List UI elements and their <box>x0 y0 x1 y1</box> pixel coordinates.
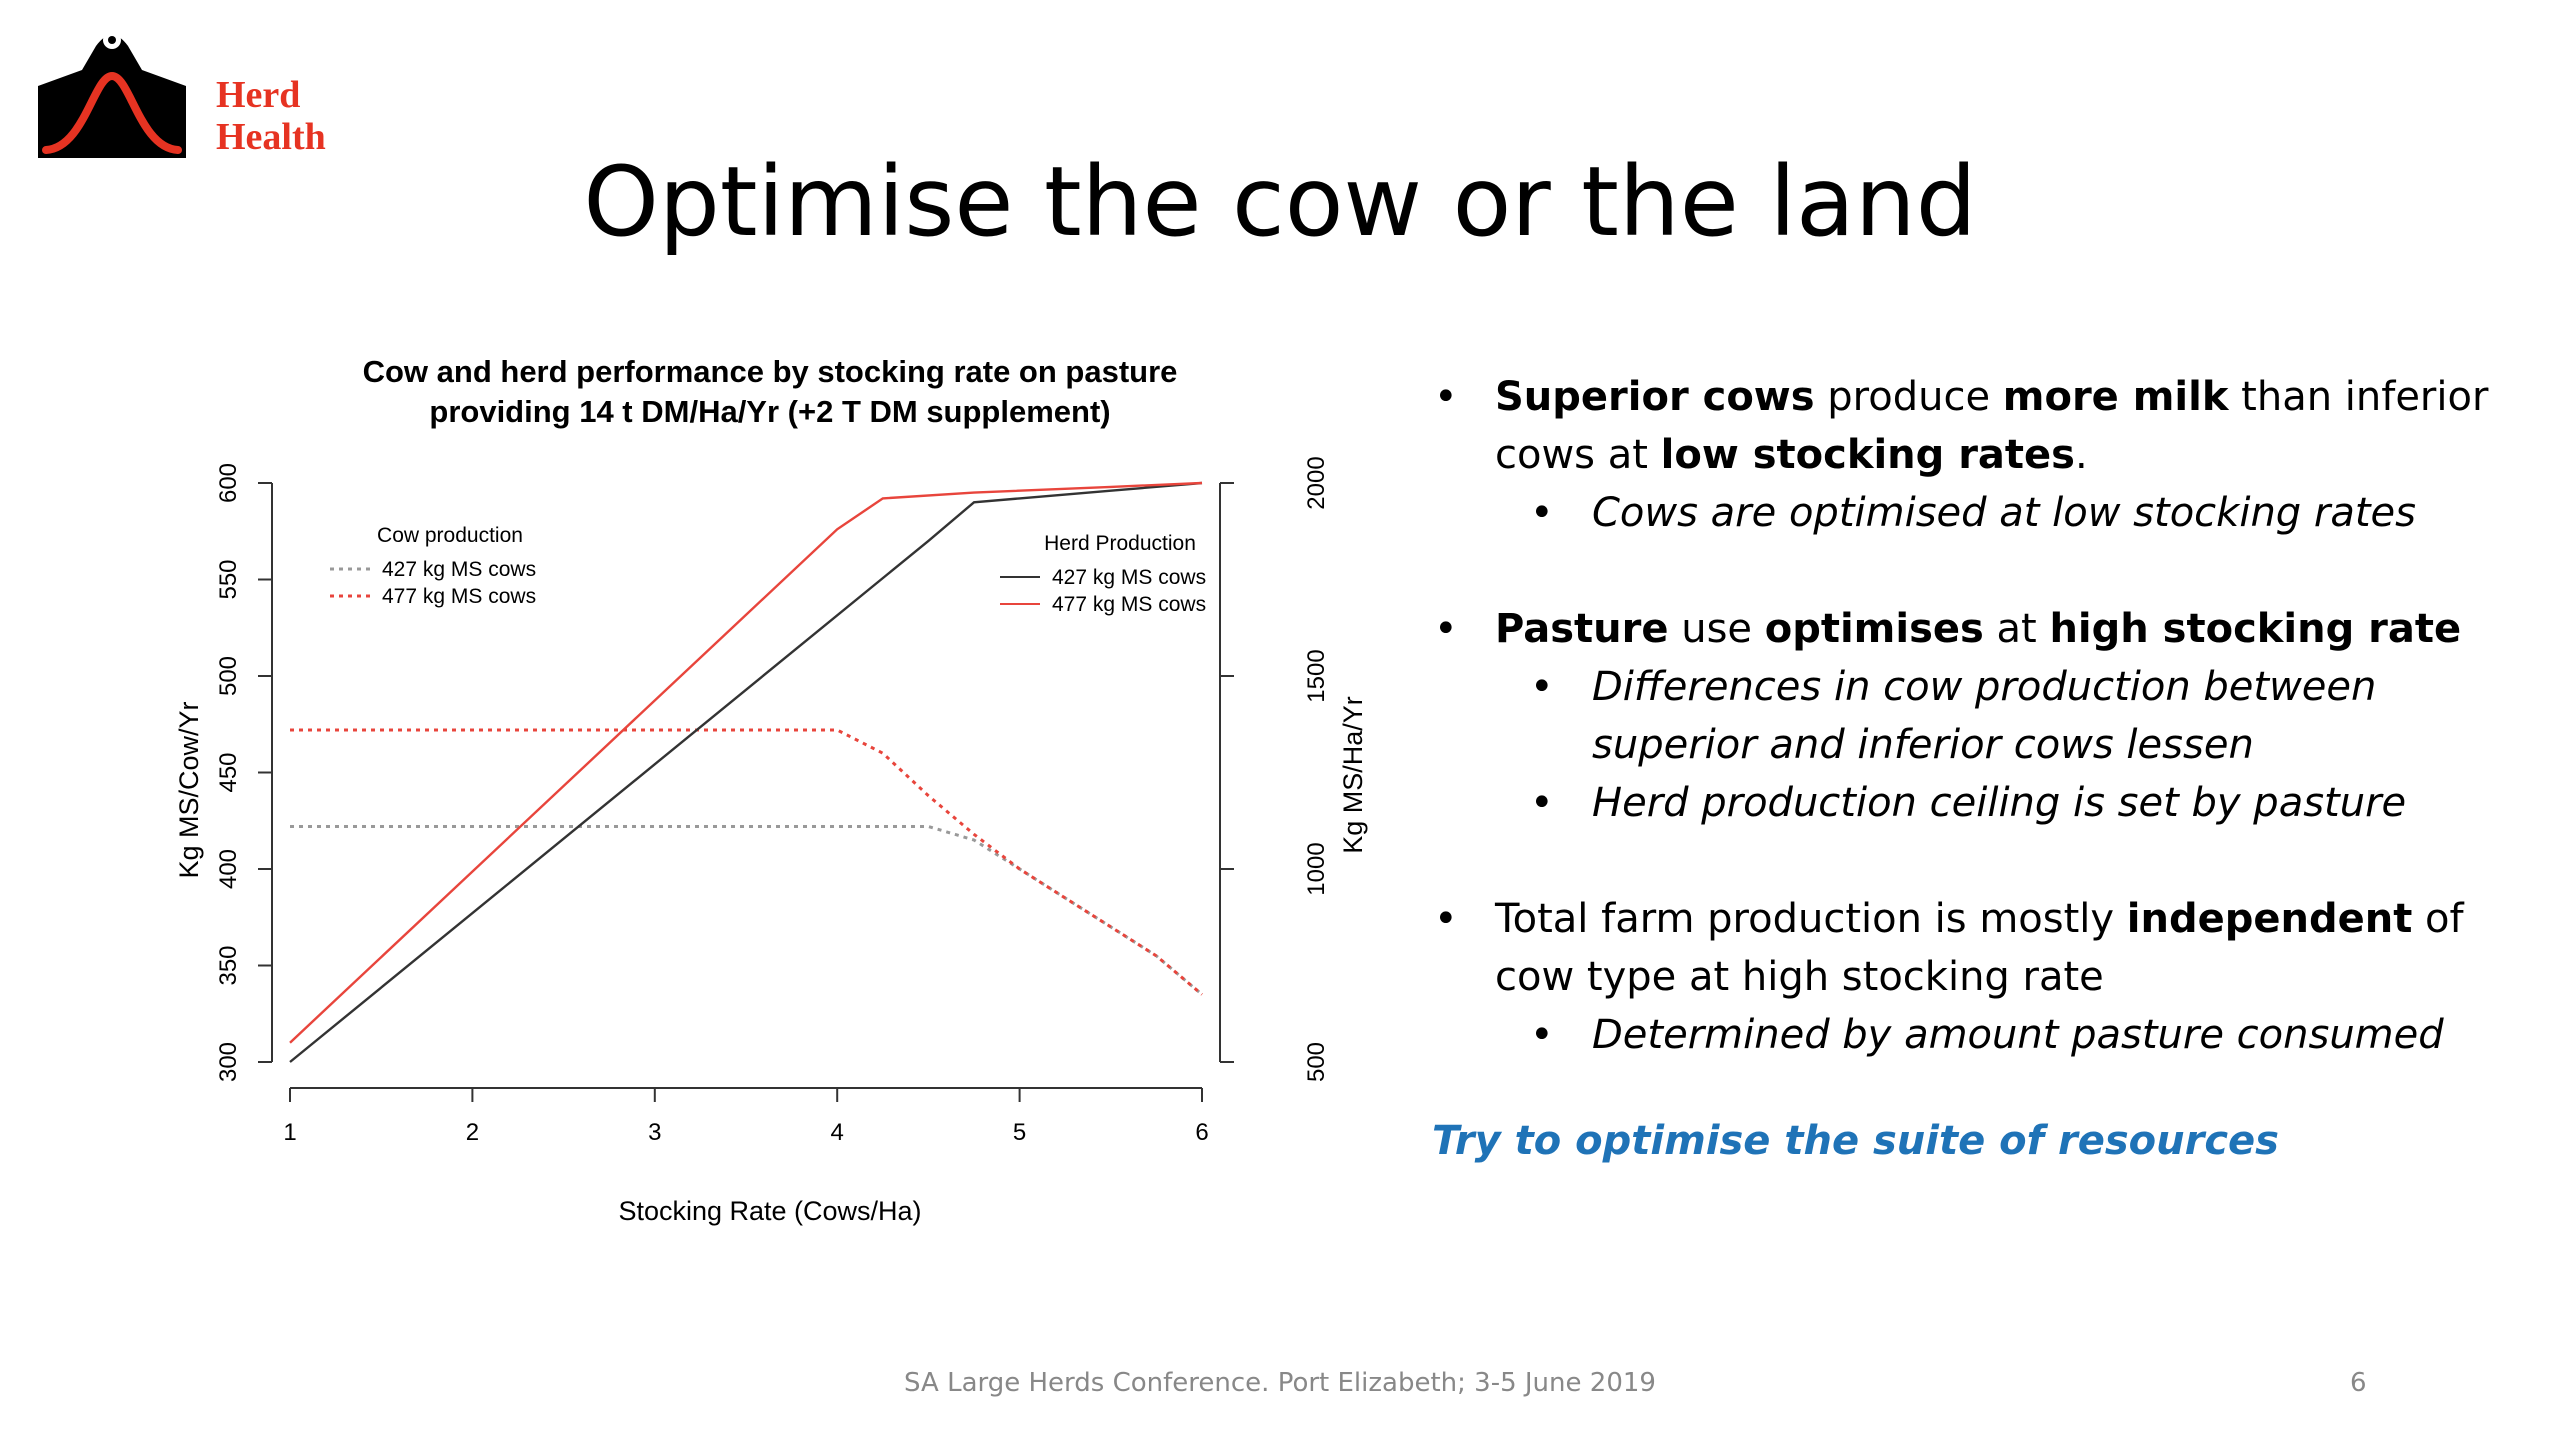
y-axis-left-label: Kg MS/Cow/Yr <box>174 701 204 878</box>
x-tick-label: 1 <box>283 1119 296 1146</box>
sub-bullet-item: Herd production ceiling is set by pastur… <box>1420 774 2550 832</box>
chart-title-line2: providing 14 t DM/Ha/Yr (+2 T DM supplem… <box>429 394 1110 429</box>
bullet-text: of cow type at high stocking rate <box>1495 896 2464 1000</box>
legend-item-label: 427 kg MS cows <box>382 558 536 581</box>
x-tick-label: 5 <box>1013 1119 1026 1146</box>
legend-title: Cow production <box>377 524 523 547</box>
y-right-tick-label: 1000 <box>1303 842 1330 895</box>
chart-title-line1: Cow and herd performance by stocking rat… <box>363 354 1178 389</box>
bullet-list: Superior cows produce more milk than inf… <box>1420 368 2550 1064</box>
bullet-text: more milk <box>2002 374 2229 420</box>
x-tick-label: 2 <box>466 1119 479 1146</box>
chart-axes: 1 2 3 4 5 6 300 350 400 450 500 550 600 500 1000 1500 20… <box>215 456 1330 1146</box>
bullet-text: Herd production ceiling is set by pastur… <box>1592 780 2407 826</box>
bullet-text: independent <box>2126 896 2413 942</box>
logo-text-herd: Herd <box>216 74 301 116</box>
bullet-text: produce <box>1814 374 2003 420</box>
legend-item-label: 477 kg MS cows <box>382 585 536 608</box>
y-left-tick-label: 550 <box>215 559 242 599</box>
bullet-text: Pasture <box>1495 606 1669 652</box>
x-axis-label: Stocking Rate (Cows/Ha) <box>618 1196 921 1226</box>
x-tick-label: 6 <box>1195 1119 1208 1146</box>
series-line-cow-0 <box>290 825 1203 996</box>
bullet-text: Total farm production is mostly <box>1495 896 2127 942</box>
sub-bullet-item: Determined by amount pasture consumed <box>1420 1006 2550 1064</box>
logo-text-health: Health <box>216 116 326 158</box>
tagline: Try to optimise the suite of resources <box>1432 1118 2279 1164</box>
legend-item-label: 427 kg MS cows <box>1052 566 1206 589</box>
y-left-tick-label: 300 <box>215 1042 242 1082</box>
sub-bullet-item: Differences in cow production between su… <box>1420 658 2550 774</box>
stocking-rate-chart: Cow and herd performance by stocking rat… <box>174 354 1368 1226</box>
y-left-tick-label: 400 <box>215 849 242 889</box>
bullet-text: low stocking rates <box>1660 432 2075 478</box>
series-line-herd-2 <box>289 481 1203 1063</box>
bullet-text: than inferior cows at <box>1495 374 2489 478</box>
x-tick-label: 4 <box>831 1119 844 1146</box>
legend-cow-production: Cow production 427 kg MS cows 477 kg MS co… <box>330 524 536 608</box>
y-left-tick-label: 600 <box>215 463 242 503</box>
legend-item-label: 477 kg MS cows <box>1052 593 1206 616</box>
bullet-text: Cows are optimised at low stocking rates <box>1592 490 2416 536</box>
y-left-tick-label: 450 <box>215 752 242 792</box>
bullet-item: Pasture use optimises at high stocking r… <box>1420 600 2550 658</box>
herd-health-logo <box>38 31 186 158</box>
x-tick-label: 3 <box>648 1119 661 1146</box>
legend-title: Herd Production <box>1044 532 1196 555</box>
bullet-text: optimises <box>1764 606 1984 652</box>
y-right-tick-label: 2000 <box>1303 456 1330 509</box>
bullet-gap <box>1420 832 2550 890</box>
y-axis-right-label: Kg MS/Ha/Yr <box>1338 696 1368 854</box>
bullet-text: Superior cows <box>1495 374 1815 420</box>
bullet-text: Differences in cow production between su… <box>1592 664 2377 768</box>
sub-bullet-item: Cows are optimised at low stocking rates <box>1420 484 2550 542</box>
chart-series <box>289 481 1203 1063</box>
bullet-text: high stocking rate <box>2049 606 2462 652</box>
y-left-tick-label: 500 <box>215 656 242 696</box>
bullet-item: Superior cows produce more milk than inf… <box>1420 368 2550 484</box>
bullet-text: at <box>1983 606 2050 652</box>
footer-text: SA Large Herds Conference. Port Elizabet… <box>904 1368 1656 1398</box>
y-right-tick-label: 500 <box>1303 1042 1330 1082</box>
bullet-item: Total farm production is mostly independ… <box>1420 890 2550 1006</box>
legend-herd-production: Herd Production 427 kg MS cows 477 kg MS c… <box>1000 532 1206 616</box>
bullet-text: Determined by amount pasture consumed <box>1592 1012 2444 1058</box>
slide-title: Optimise the cow or the land <box>583 146 1977 258</box>
bullet-gap <box>1420 542 2550 600</box>
bell-curve-icon <box>42 71 182 154</box>
series-line-cow-1 <box>290 728 1203 996</box>
page-number: 6 <box>2350 1368 2367 1398</box>
y-right-tick-label: 1500 <box>1303 649 1330 702</box>
series-line-herd-3 <box>289 481 1203 1044</box>
bullet-text: use <box>1668 606 1765 652</box>
cow-tag-shape-icon <box>38 35 186 158</box>
bullet-text: . <box>2074 432 2088 478</box>
y-left-tick-label: 350 <box>215 945 242 985</box>
